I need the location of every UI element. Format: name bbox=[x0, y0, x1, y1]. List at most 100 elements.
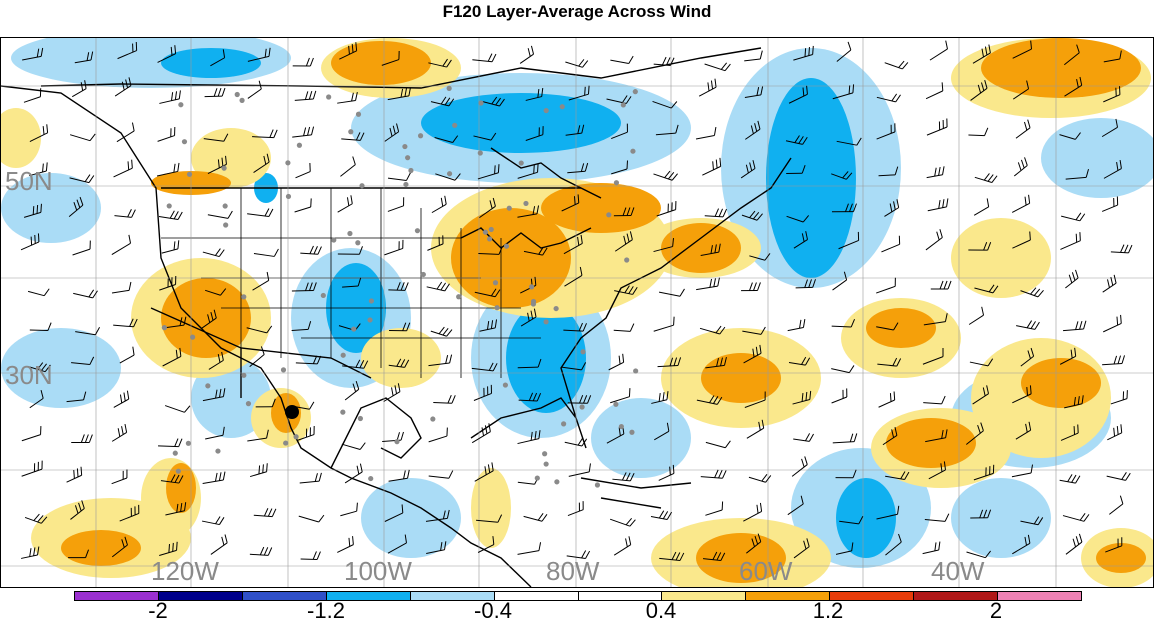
station-dot bbox=[489, 227, 494, 232]
station-dot bbox=[456, 294, 461, 299]
station-dot bbox=[222, 166, 227, 171]
wind-barb bbox=[653, 166, 677, 181]
station-dot bbox=[186, 441, 191, 446]
station-dot bbox=[190, 335, 195, 340]
station-dot bbox=[504, 244, 509, 249]
station-dot bbox=[283, 440, 288, 445]
wind-barb bbox=[1057, 232, 1083, 249]
station-dot bbox=[478, 150, 483, 155]
station-dot bbox=[503, 382, 508, 387]
station-dot bbox=[595, 482, 600, 487]
station-dot bbox=[447, 86, 452, 91]
wind-barb bbox=[1062, 321, 1086, 331]
wind-barb bbox=[923, 395, 945, 404]
wind-barb bbox=[158, 438, 182, 447]
station-dot bbox=[619, 424, 624, 429]
lat-label-30n: 30N bbox=[5, 360, 53, 391]
wind-barb bbox=[705, 208, 727, 217]
station-dot bbox=[483, 230, 488, 235]
wind-barb bbox=[610, 512, 635, 528]
wind-barb bbox=[695, 127, 718, 139]
wind-barb bbox=[1100, 315, 1124, 332]
station-dot bbox=[606, 212, 611, 217]
station-dot bbox=[355, 240, 360, 245]
colorbar bbox=[74, 591, 1082, 601]
wind-barb bbox=[965, 307, 986, 325]
station-dot bbox=[187, 172, 192, 177]
wind-barb bbox=[70, 241, 93, 255]
station-dot bbox=[402, 144, 407, 149]
wind-barb bbox=[875, 391, 897, 407]
station-dot bbox=[418, 133, 423, 138]
station-dot bbox=[285, 160, 290, 165]
station-dot bbox=[580, 349, 585, 354]
wind-barb bbox=[659, 284, 684, 297]
wind-barb bbox=[931, 281, 951, 289]
station-dot bbox=[394, 439, 399, 444]
wind-barb bbox=[921, 542, 942, 554]
wind-barb bbox=[70, 127, 95, 142]
wind-barb bbox=[73, 286, 97, 299]
wind-barb bbox=[565, 54, 587, 68]
lon-label-60w: 60W bbox=[739, 556, 792, 587]
station-dot bbox=[519, 160, 524, 165]
station-dot bbox=[487, 236, 492, 241]
wind-barb bbox=[334, 536, 356, 552]
wind-barb bbox=[651, 509, 672, 520]
wind-barb bbox=[108, 235, 133, 255]
station-dot bbox=[356, 112, 361, 117]
station-dot bbox=[297, 143, 302, 148]
station-dot bbox=[561, 421, 566, 426]
station-dot bbox=[281, 367, 286, 372]
station-dot bbox=[579, 404, 584, 409]
wind-barb bbox=[699, 158, 724, 175]
station-dot bbox=[544, 461, 549, 466]
wind-barb bbox=[610, 52, 633, 64]
wind-barb bbox=[252, 129, 277, 138]
station-dot bbox=[369, 298, 374, 303]
wind-barb bbox=[516, 46, 536, 64]
wind-barb bbox=[1063, 508, 1089, 522]
location-marker bbox=[285, 405, 299, 419]
colorbar-segment bbox=[75, 592, 159, 600]
station-dot bbox=[347, 231, 352, 236]
map-panel: 50N 30N 120W 100W 80W 60W 40W bbox=[0, 37, 1154, 588]
station-dot bbox=[246, 401, 251, 406]
wind-barb bbox=[206, 535, 229, 555]
wind-barb bbox=[292, 163, 313, 178]
wind-barb bbox=[614, 322, 634, 331]
wind-barb bbox=[341, 464, 365, 483]
wind-barb bbox=[1061, 208, 1085, 221]
lat-label-50n: 50N bbox=[5, 166, 53, 197]
wind-barb bbox=[382, 240, 406, 255]
wind-barb bbox=[247, 206, 273, 217]
wind-barb bbox=[651, 317, 676, 332]
station-dot bbox=[543, 319, 548, 324]
wind-barb bbox=[829, 388, 850, 403]
wind-barb bbox=[385, 197, 406, 211]
wind-barb bbox=[388, 170, 410, 181]
station-dot bbox=[529, 284, 534, 289]
wind-barb bbox=[925, 166, 945, 177]
wind-barb bbox=[204, 88, 225, 97]
station-dot bbox=[531, 301, 536, 306]
station-dot bbox=[554, 306, 559, 311]
station-dot bbox=[176, 469, 181, 474]
colorbar-segment bbox=[914, 592, 998, 600]
station-dot bbox=[452, 123, 457, 128]
wind-barb bbox=[565, 501, 586, 515]
wind-barb bbox=[1016, 318, 1039, 330]
station-dot bbox=[535, 475, 540, 480]
station-dot bbox=[421, 272, 426, 277]
station-dot bbox=[241, 294, 246, 299]
wind-barb bbox=[109, 469, 130, 483]
wind-barb bbox=[155, 127, 177, 141]
wind-barb bbox=[201, 472, 226, 484]
colorbar-label-neg0-4: -0.4 bbox=[474, 598, 512, 624]
wind-barb bbox=[695, 278, 721, 290]
wind-barb bbox=[429, 468, 453, 478]
wind-barb bbox=[1111, 244, 1132, 253]
wind-barb bbox=[1104, 496, 1125, 515]
wind-barb bbox=[786, 319, 806, 331]
station-dot bbox=[239, 98, 244, 103]
